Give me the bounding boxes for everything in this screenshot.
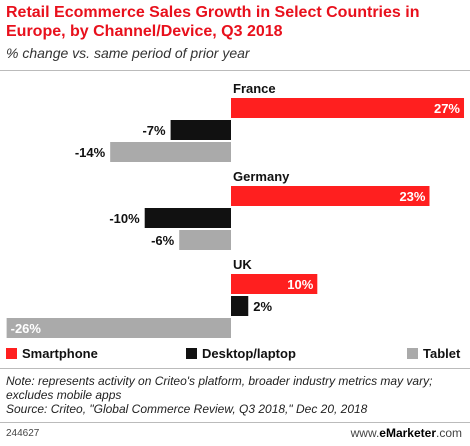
legend-swatch-desktop [186, 348, 197, 359]
legend-label: Tablet [423, 346, 461, 361]
brand-logo[interactable]: www.eMarketer.com [351, 426, 462, 440]
data-label-tablet-uk: -26% [11, 321, 42, 336]
divider [0, 422, 470, 423]
bar-desktop-germany [144, 208, 231, 228]
bar-desktop-france [170, 120, 231, 140]
category-label-germany: Germany [233, 169, 290, 184]
divider [0, 368, 470, 369]
bar-smartphone-uk [231, 274, 318, 294]
category-label-france: France [233, 81, 276, 96]
legend-swatch-tablet [407, 348, 418, 359]
bar-tablet-germany [179, 230, 231, 250]
brand-name: eMarketer [379, 426, 436, 440]
legend-label: Smartphone [22, 346, 98, 361]
brand-prefix: www. [350, 426, 380, 440]
divider [0, 70, 470, 71]
chart-id: 244627 [6, 428, 40, 439]
legend-item-smartphone: Smartphone [6, 346, 98, 361]
bar-tablet-france [110, 142, 231, 162]
bar-smartphone-germany [231, 186, 430, 206]
note-text: Note: represents activity on Criteo's pl… [6, 374, 433, 402]
source-text: Source: Criteo, "Global Commerce Review,… [6, 402, 368, 416]
brand-suffix: .com [435, 426, 462, 440]
data-label-desktop-germany: -10% [109, 211, 140, 226]
data-label-smartphone-uk: 10% [287, 277, 313, 292]
data-label-tablet-france: -14% [75, 145, 106, 160]
chart-title: Retail Ecommerce Sales Growth in Select … [6, 4, 420, 40]
data-label-desktop-france: -7% [142, 123, 166, 138]
data-label-smartphone-france: 27% [434, 101, 460, 116]
data-label-smartphone-germany: 23% [399, 189, 425, 204]
bar-desktop-uk [231, 296, 249, 316]
data-label-desktop-uk: 2% [253, 299, 272, 314]
chart-note: Note: represents activity on Criteo's pl… [6, 374, 466, 416]
bar-smartphone-france [231, 98, 465, 118]
chart-subtitle: % change vs. same period of prior year [6, 45, 250, 61]
category-label-uk: UK [233, 257, 252, 272]
legend-item-desktop: Desktop/laptop [186, 346, 296, 361]
legend-label: Desktop/laptop [202, 346, 296, 361]
legend-swatch-smartphone [6, 348, 17, 359]
data-label-tablet-germany: -6% [151, 233, 175, 248]
bar-chart: France 27% -7% -14% Germany 23% -10% -6% UK 10% 2%… [6, 81, 465, 338]
legend-item-tablet: Tablet [407, 346, 460, 361]
bar-tablet-uk [6, 318, 232, 338]
